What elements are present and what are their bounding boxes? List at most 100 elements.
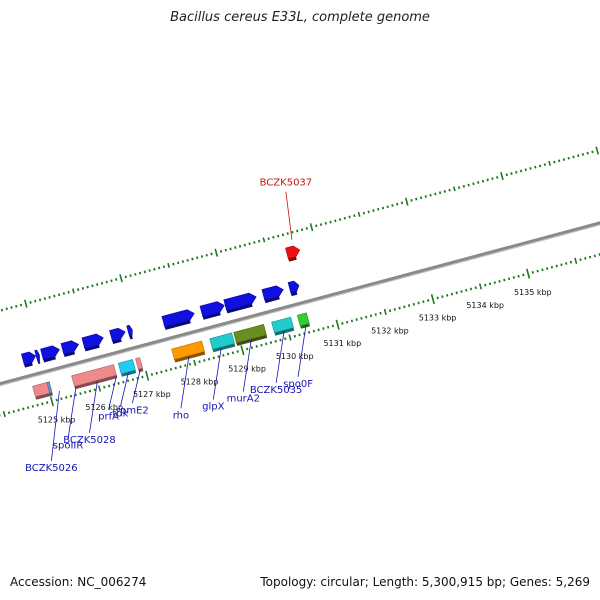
gene-feature <box>109 327 126 342</box>
gene-label[interactable]: BCZK5028 <box>63 435 116 446</box>
outer-tick <box>15 304 18 308</box>
scale-tick <box>331 324 335 328</box>
gene-label[interactable]: spoIIR <box>53 441 84 452</box>
scale-label: 5135 kbp <box>514 288 552 297</box>
scale-tick <box>117 382 120 385</box>
outer-tick <box>96 283 99 286</box>
gene-label-leader <box>285 191 293 240</box>
outer-tick <box>300 228 304 232</box>
scale-tick <box>441 295 444 299</box>
outer-tick <box>396 202 399 206</box>
scale-tick <box>312 329 316 333</box>
gene-label[interactable]: rho <box>173 410 189 421</box>
outer-tick <box>229 247 232 251</box>
outer-tick <box>219 250 223 253</box>
outer-tick <box>357 211 361 217</box>
scale-tick <box>322 327 325 330</box>
outer-tick <box>110 279 113 283</box>
scale-tick <box>288 334 292 341</box>
scale-tick <box>107 384 111 388</box>
scale-tick <box>131 378 135 381</box>
outer-tick <box>315 224 318 228</box>
outer-tick <box>510 172 513 175</box>
outer-tick <box>452 186 456 192</box>
outer-tick <box>548 160 552 166</box>
scale-tick <box>379 311 382 315</box>
outer-tick <box>224 248 227 252</box>
outer-tick <box>272 235 275 239</box>
outer-tick <box>148 269 151 272</box>
scale-tick <box>126 379 130 383</box>
scale-tick <box>474 286 477 290</box>
scale-tick <box>84 390 87 394</box>
scale-tick <box>469 287 473 291</box>
outer-tick <box>0 308 4 312</box>
scale-tick <box>398 306 401 310</box>
outer-tick <box>19 303 23 307</box>
gene-label[interactable]: tdk <box>112 408 128 419</box>
map-title: Bacillus cereus E33L, complete genome <box>170 10 430 25</box>
scale-tick-ring <box>0 253 600 418</box>
scale-tick <box>574 257 578 265</box>
scale-tick <box>369 314 373 318</box>
scale-tick <box>350 319 354 323</box>
outer-tick <box>248 242 251 246</box>
scale-tick <box>212 356 216 360</box>
outer-tick <box>481 179 485 183</box>
gene-feature <box>261 285 284 301</box>
gene-feature <box>287 280 300 294</box>
scale-tick <box>2 410 6 418</box>
outer-tick <box>410 198 413 202</box>
outer-tick <box>524 168 527 172</box>
outer-tick <box>105 280 108 284</box>
scale-label: 5134 kbp <box>466 301 504 310</box>
scale-tick <box>550 265 554 269</box>
gene-feature <box>40 345 60 360</box>
scale-tick <box>450 292 454 296</box>
outer-tick <box>281 233 285 237</box>
gene-feature-shadow <box>288 256 297 262</box>
outer-tick <box>538 164 542 168</box>
outer-tick <box>119 274 123 283</box>
gene-label[interactable]: BCZK5035 <box>250 385 303 396</box>
scale-tick <box>79 392 82 396</box>
outer-tick <box>557 159 561 163</box>
scale-tick <box>274 339 277 343</box>
outer-tick <box>276 234 280 238</box>
scale-tick <box>245 347 249 351</box>
gene-feature-shadow <box>37 360 41 364</box>
scale-tick <box>565 262 568 265</box>
gene-label[interactable]: murA2 <box>227 394 260 405</box>
gene-label[interactable]: glpX <box>202 402 224 413</box>
gene-label[interactable]: prfA <box>98 412 119 423</box>
scale-tick <box>517 274 520 278</box>
gene-feature <box>161 309 195 328</box>
outer-tick <box>53 294 56 298</box>
scale-tick <box>403 305 406 309</box>
gene-label[interactable]: BCZK5026 <box>25 463 78 474</box>
outer-tick <box>176 261 180 265</box>
outer-tick <box>43 297 47 301</box>
gene-feature <box>171 340 205 360</box>
outer-tick <box>143 270 147 274</box>
outer-tick <box>34 299 37 303</box>
scale-tick <box>307 330 311 334</box>
gene-feature-shadow <box>174 351 206 363</box>
outer-tick <box>167 262 171 268</box>
scale-tick <box>141 375 144 379</box>
scale-tick <box>326 325 330 329</box>
scale-tick <box>531 271 535 274</box>
gene-label-leader <box>120 372 129 407</box>
scale-tick <box>360 316 363 320</box>
outer-tick-ring <box>0 146 600 312</box>
gene-feature <box>71 364 117 387</box>
backbone-layer <box>0 221 600 387</box>
scale-tick <box>503 278 506 282</box>
gene-label[interactable]: rpmE2 <box>116 405 149 416</box>
gene-label[interactable]: spo0F <box>283 379 313 390</box>
outer-tick <box>591 150 594 154</box>
gene-feature-shadow <box>129 335 133 340</box>
gene-label[interactable]: BCZK5037 <box>260 178 313 189</box>
scale-tick <box>74 393 77 397</box>
